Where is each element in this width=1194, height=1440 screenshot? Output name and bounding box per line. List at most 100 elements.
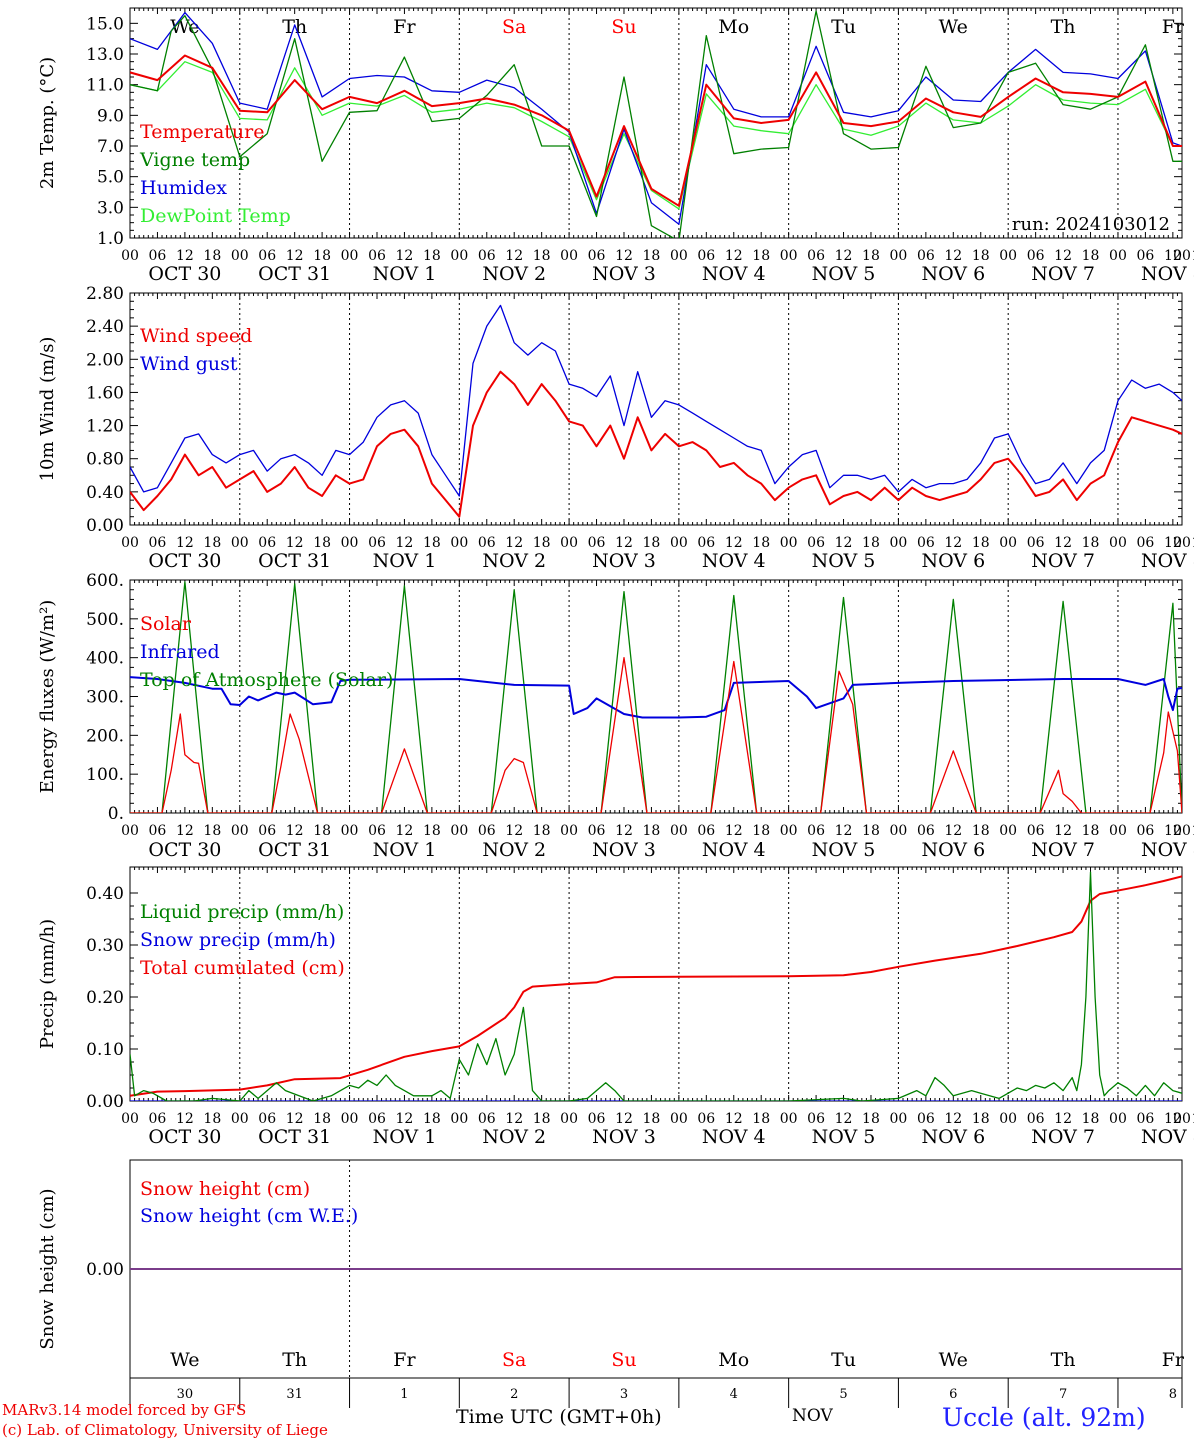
bottom-weekday-label: Th	[282, 1349, 307, 1371]
hour-tick-label: 00	[1173, 535, 1191, 551]
day-label: NOV 8	[1141, 1126, 1194, 1148]
hour-tick-label: 12	[615, 823, 633, 839]
day-label: OCT 30	[148, 1126, 221, 1148]
hour-tick-label: 18	[423, 248, 441, 264]
bottom-weekday-label: Fr	[1162, 1349, 1185, 1371]
hour-tick-label: 12	[725, 535, 743, 551]
hour-tick-label: 00	[999, 1111, 1017, 1127]
hour-tick-label: 18	[752, 823, 770, 839]
day-label: NOV 3	[592, 550, 656, 572]
series-group	[130, 10, 1182, 238]
hour-tick-label: 12	[176, 248, 194, 264]
day-label: NOV 7	[1031, 1126, 1095, 1148]
day-label: NOV 5	[812, 263, 876, 285]
hour-tick-label: 06	[917, 248, 935, 264]
hour-tick-label: 18	[203, 823, 221, 839]
panel-precip: 0.00 0.10 0.20 0.30 0.40 Precip (mm/h) 00 06 12 1…	[37, 866, 1194, 1148]
hour-tick-label: 18	[1191, 248, 1194, 264]
day-label: NOV 5	[812, 550, 876, 572]
hour-tick-label: 00	[890, 248, 908, 264]
series-line	[130, 10, 1182, 238]
hour-tick-label: 18	[203, 248, 221, 264]
hour-tick-label: 18	[1082, 535, 1100, 551]
series-line	[130, 871, 1182, 1101]
hour-tick-label: 12	[725, 823, 743, 839]
bottom-day-number: 4	[730, 1387, 738, 1402]
hour-tick-label: 00	[670, 535, 688, 551]
day-label: NOV 5	[812, 839, 876, 861]
hour-tick-label: 12	[1054, 1111, 1072, 1127]
bottom-day-number: 2	[510, 1387, 518, 1402]
bottom-day-number: 31	[286, 1387, 303, 1402]
bottom-day-number: 3	[620, 1387, 628, 1402]
meteogram-panels: 1.0 3.0 5.0 7.0 9.0 11.0 13.0 15.0 2m Temp. (°C)…	[37, 7, 1194, 1408]
hour-tick-label: 00	[231, 1111, 249, 1127]
hour-tick-label: 12	[725, 1111, 743, 1127]
hour-tick-label: 00	[560, 248, 578, 264]
day-label: NOV 3	[592, 1126, 656, 1148]
day-label: NOV 6	[921, 550, 985, 572]
hour-tick-label: 00	[890, 535, 908, 551]
hour-tick-label: 00	[890, 1111, 908, 1127]
hour-tick-label: 18	[972, 1111, 990, 1127]
hour-tick-label: 06	[368, 823, 386, 839]
hour-tick-label: 18	[643, 1111, 661, 1127]
y-tick-label: 15.0	[86, 14, 124, 34]
series-line	[130, 11, 1182, 225]
day-label: NOV 2	[482, 839, 546, 861]
hour-tick-label: 12	[286, 823, 304, 839]
y-axis-label: Snow height (cm)	[37, 1188, 58, 1349]
hour-tick-label: 18	[203, 1111, 221, 1127]
hour-tick-label: 06	[258, 823, 276, 839]
bottom-weekday-label: Th	[1051, 1349, 1076, 1371]
hour-tick-label: 12	[944, 535, 962, 551]
y-axis-label: 10m Wind (m/s)	[37, 337, 58, 482]
hour-tick-label: 06	[588, 535, 606, 551]
day-label: OCT 31	[258, 839, 331, 861]
y-axis-label: Energy fluxes (W/m²)	[37, 600, 58, 794]
panel-temperature: 1.0 3.0 5.0 7.0 9.0 11.0 13.0 15.0 2m Temp. (°C)…	[37, 7, 1194, 285]
day-label: NOV 1	[373, 1126, 437, 1148]
hour-tick-label: 00	[1173, 248, 1191, 264]
y-tick-label: 400.	[86, 649, 124, 669]
bottom-day-number: 7	[1059, 1387, 1067, 1402]
hour-tick-label: 18	[533, 535, 551, 551]
hour-tick-label: 18	[313, 823, 331, 839]
lab-credit: (c) Lab. of Climatology, University of L…	[2, 1421, 328, 1439]
day-label: NOV 8	[1141, 839, 1194, 861]
hour-tick-label: 18	[862, 823, 880, 839]
hour-tick-label: 06	[917, 823, 935, 839]
day-label: NOV 8	[1141, 263, 1194, 285]
day-label: NOV 7	[1031, 263, 1095, 285]
hour-tick-label: 18	[752, 1111, 770, 1127]
day-label: NOV 3	[592, 839, 656, 861]
legend-entry: Liquid precip (mm/h)	[140, 901, 344, 923]
day-label: NOV 5	[812, 1126, 876, 1148]
legend-entry: Humidex	[140, 177, 227, 199]
hour-tick-label: 12	[176, 535, 194, 551]
plot-frame	[129, 7, 1183, 239]
hour-tick-label: 12	[396, 248, 414, 264]
hour-tick-label: 00	[450, 248, 468, 264]
bottom-weekday-label: Su	[611, 1349, 636, 1371]
series-line	[130, 676, 1182, 719]
legend-entry: Snow height (cm W.E.)	[140, 1205, 358, 1227]
hour-tick-label: 00	[341, 1111, 359, 1127]
hour-tick-label: 06	[917, 535, 935, 551]
hour-tick-label: 06	[149, 248, 167, 264]
hour-tick-label: 06	[807, 248, 825, 264]
hour-tick-label: 06	[1136, 248, 1154, 264]
hour-tick-label: 18	[423, 1111, 441, 1127]
hour-tick-label: 00	[121, 535, 139, 551]
hour-tick-label: 18	[752, 535, 770, 551]
y-tick-label: 0.30	[86, 936, 124, 956]
day-label: NOV 2	[482, 1126, 546, 1148]
legend-entry: Solar	[140, 613, 192, 635]
y-tick-label: 11.0	[86, 76, 124, 96]
day-label: NOV 1	[373, 550, 437, 572]
hour-tick-label: 18	[533, 823, 551, 839]
hour-tick-label: 18	[533, 248, 551, 264]
hour-tick-label: 00	[450, 823, 468, 839]
day-label: NOV 2	[482, 550, 546, 572]
hour-tick-label: 18	[972, 248, 990, 264]
